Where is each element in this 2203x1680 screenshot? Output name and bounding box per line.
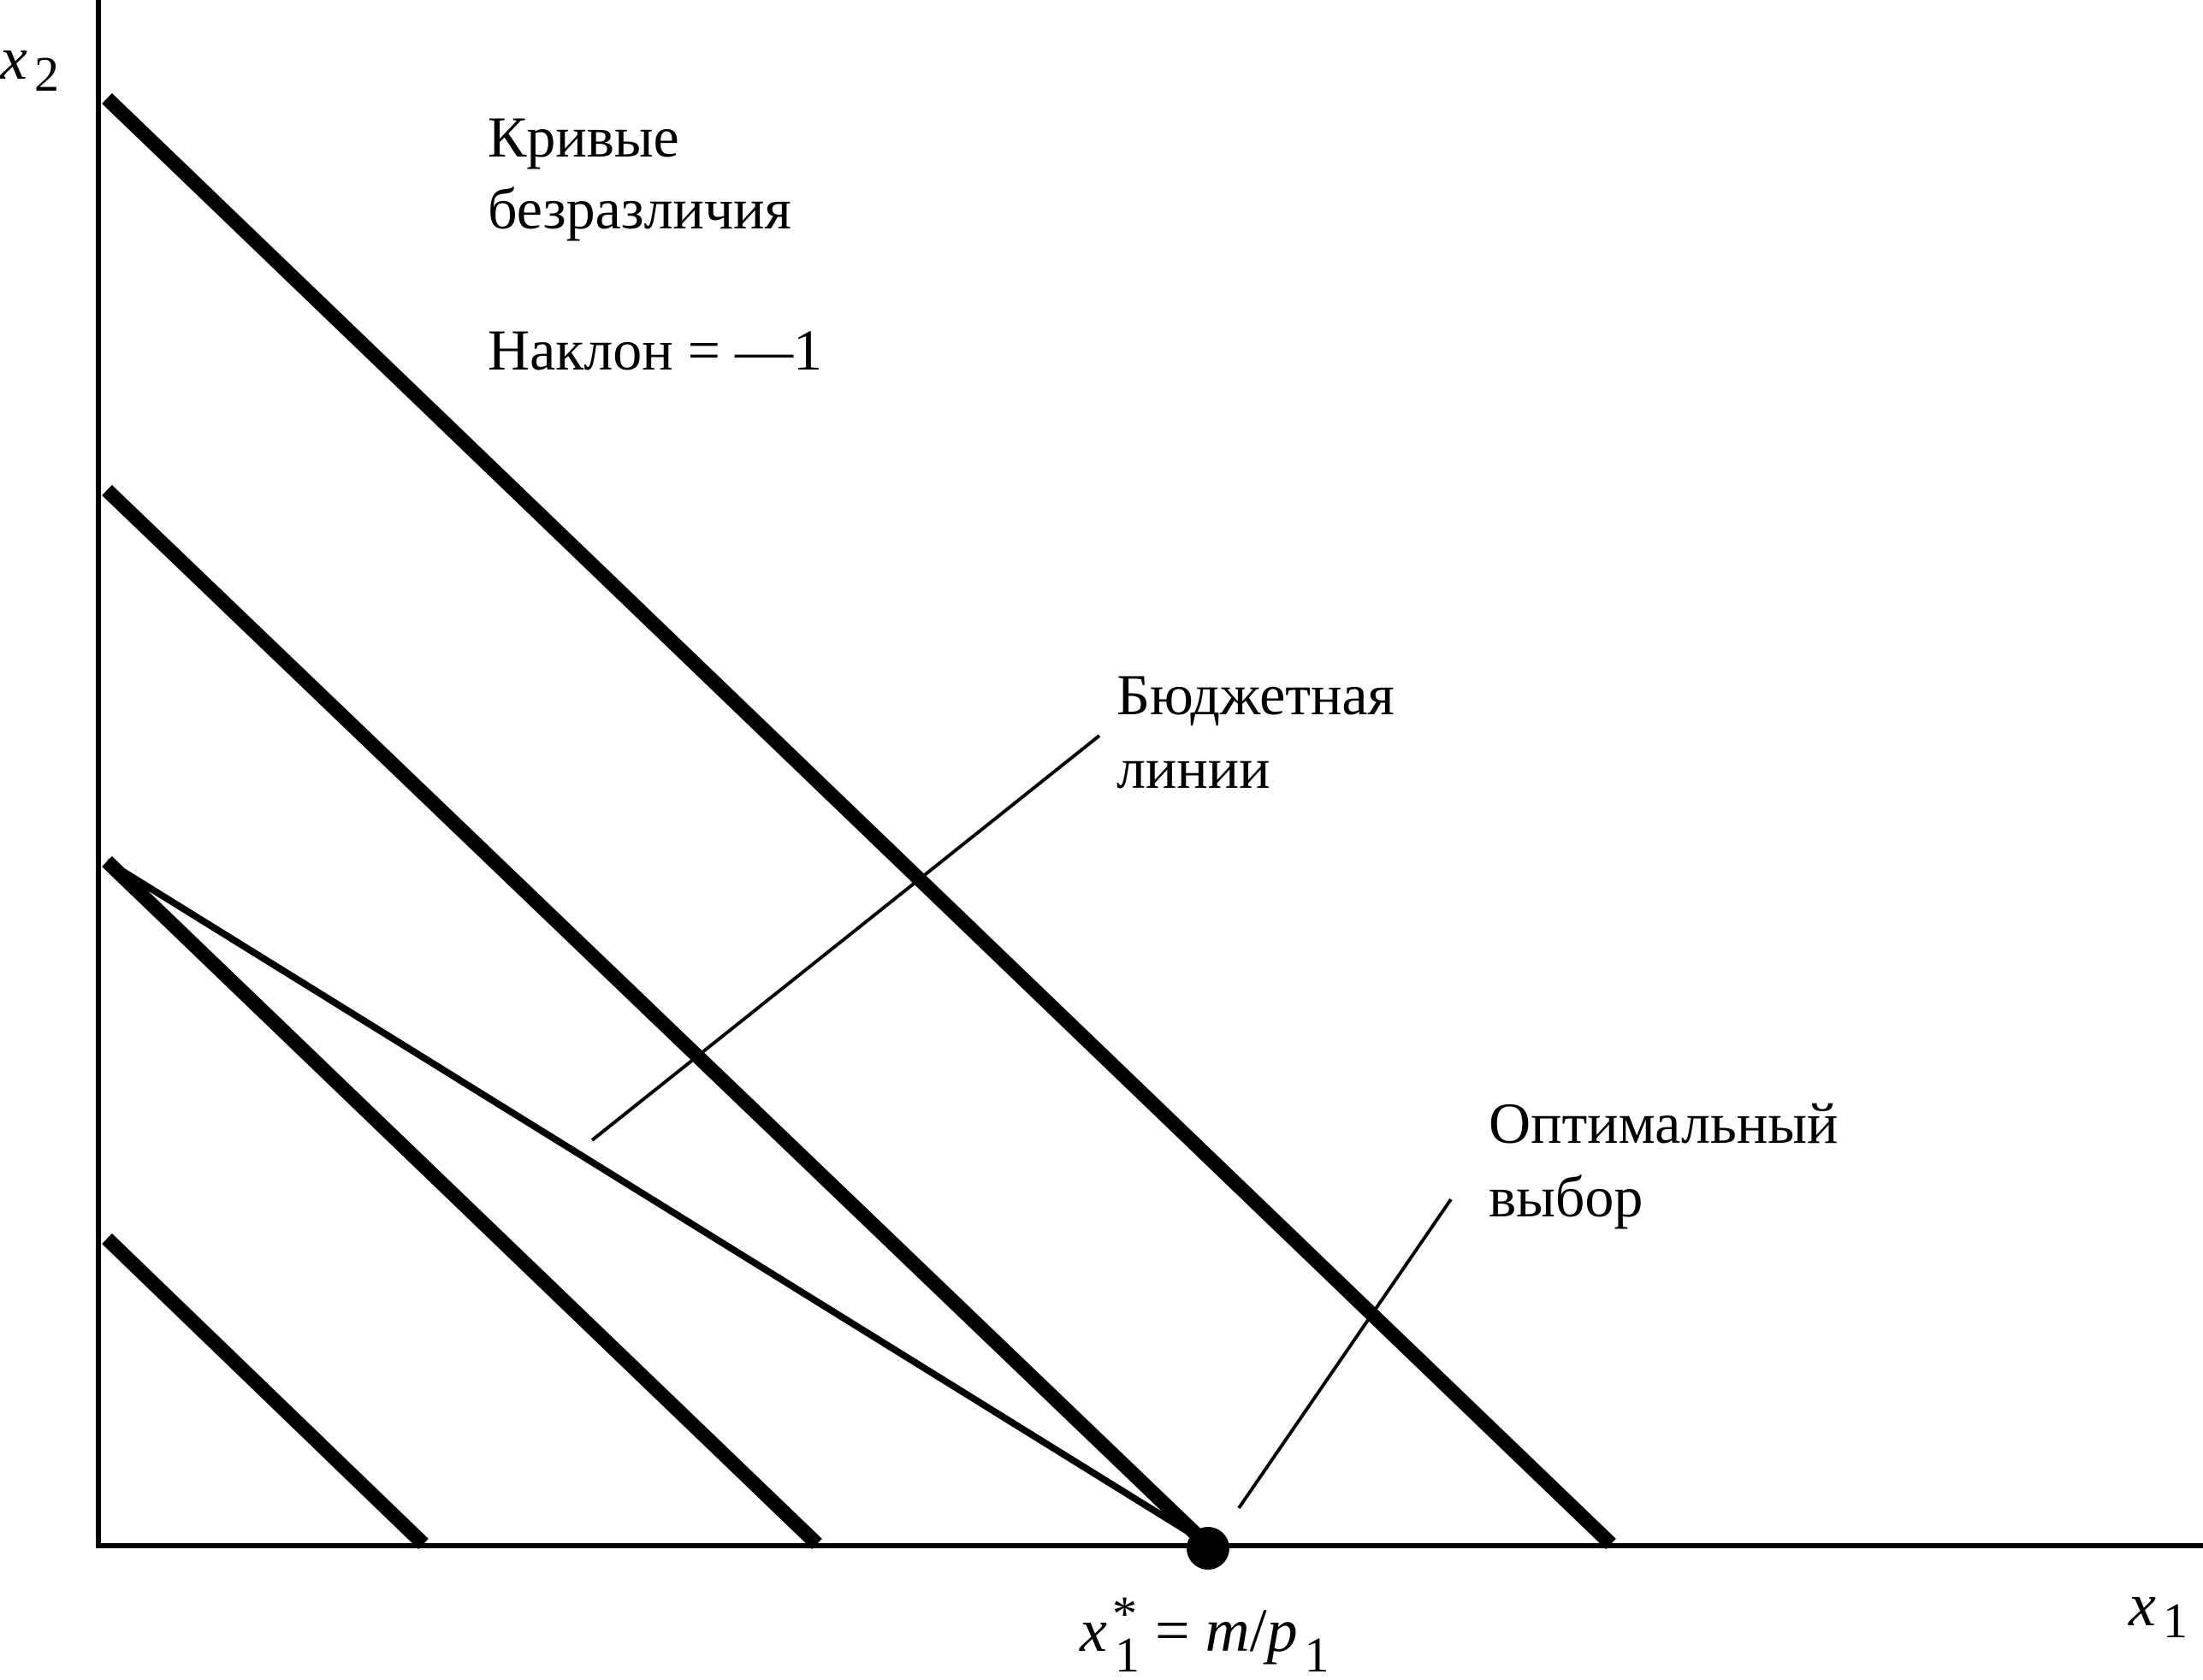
x-axis-sub: 1 (2163, 1593, 2188, 1648)
xstar-sup: * (1112, 1586, 1137, 1642)
xstar-m: m (1205, 1596, 1250, 1665)
indifference-label-2: безразличия (488, 176, 791, 241)
optimum-x-label: x * 1 = m/p 1 (1079, 1586, 1329, 1676)
optimum-label-1: Оптимальный (1489, 1091, 1838, 1156)
budget-leader-line (590, 734, 1101, 1142)
y-axis-var: x (0, 24, 27, 92)
xstar-p: p (1263, 1596, 1298, 1665)
budget-line (104, 858, 1211, 1547)
xstar-psub: 1 (1305, 1627, 1329, 1676)
xstar-sub: 1 (1115, 1627, 1140, 1676)
indifference-curve-2 (102, 855, 822, 1550)
y-axis-sub: 2 (34, 46, 59, 102)
xstar-var: x (1079, 1596, 1107, 1665)
optimal-choice-point (1187, 1527, 1229, 1570)
indifference-label-1: Кривые (488, 104, 679, 169)
indifference-curve-3 (102, 484, 1211, 1550)
optimum-label-2: выбор (1489, 1164, 1643, 1229)
budget-label-2: линии (1116, 736, 1270, 801)
xstar-slash: / (1250, 1596, 1267, 1665)
optimum-leader-line (1237, 1198, 1453, 1510)
xstar-eq: = (1140, 1596, 1205, 1665)
slope-label: Наклон = —1 (488, 317, 822, 382)
indifference-curve-1 (102, 1233, 429, 1550)
indifference-curve-4 (102, 92, 1616, 1550)
budget-label-1: Бюджетная (1116, 662, 1395, 727)
x-axis-var: x (2128, 1571, 2156, 1639)
